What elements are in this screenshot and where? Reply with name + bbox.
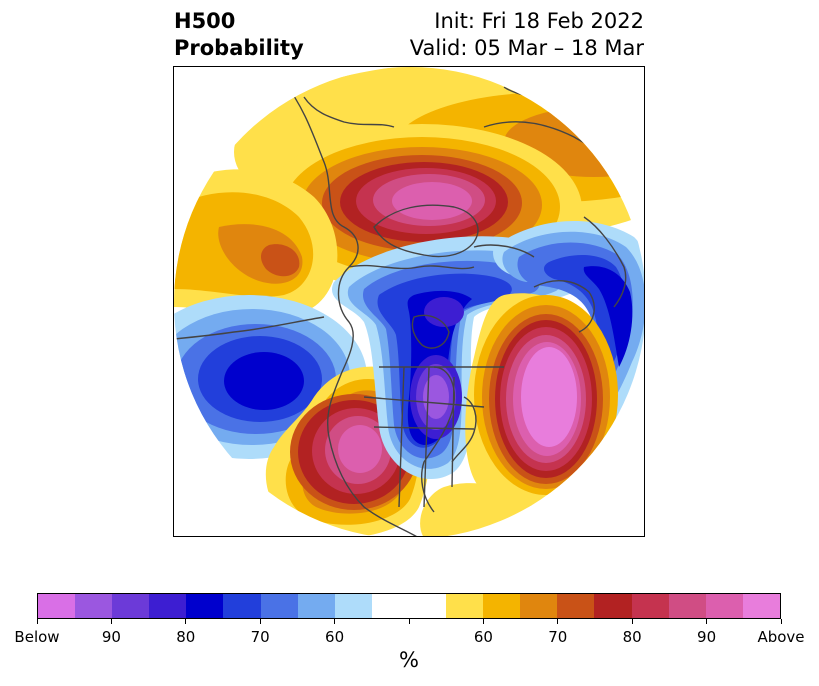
map-title: H500 Probability <box>174 8 304 62</box>
colorbar-segment <box>186 594 224 618</box>
colorbar-tick-label: Above <box>757 628 805 646</box>
colorbar-tick-label: 70 <box>548 628 568 646</box>
colorbar-tick <box>36 619 38 624</box>
colorbar-segment <box>520 594 558 618</box>
colorbar-segment <box>371 594 409 618</box>
probability-map <box>173 66 645 537</box>
colorbar-tick <box>185 619 187 624</box>
anomaly-above-alaska-arc <box>174 169 338 317</box>
colorbar-tick <box>334 619 336 624</box>
colorbar-tick-label: 60 <box>473 628 493 646</box>
init-date: Init: Fri 18 Feb 2022 <box>434 9 644 33</box>
colorbar-segment <box>446 594 484 618</box>
coastlines-and-borders <box>174 81 635 536</box>
valid-period: Init: Fri 18 Feb 2022 Valid: 05 Mar – 18… <box>410 8 644 62</box>
colorbar-segment <box>334 594 372 618</box>
colorbar-segment <box>705 594 743 618</box>
valid-range: Valid: 05 Mar – 18 Mar <box>409 36 644 60</box>
colorbar-segment <box>112 594 150 618</box>
colorbar-segment <box>223 594 261 618</box>
colorbar-segment <box>149 594 187 618</box>
colorbar-tick <box>557 619 559 624</box>
colorbar-segment <box>631 594 669 618</box>
map-svg <box>174 67 644 536</box>
colorbar-tick <box>110 619 112 624</box>
colorbar-segment <box>260 594 298 618</box>
probability-colorbar <box>37 593 781 619</box>
colorbar-tick-label: 90 <box>697 628 717 646</box>
anomaly-above-north-atlantic <box>465 293 618 508</box>
colorbar-tick <box>631 619 633 624</box>
colorbar-tick-label: 70 <box>250 628 270 646</box>
colorbar-segment <box>75 594 113 618</box>
colorbar-tick <box>259 619 261 624</box>
colorbar-tick-label: 60 <box>325 628 345 646</box>
colorbar-segment <box>594 594 632 618</box>
colorbar-tick <box>482 619 484 624</box>
colorbar-segment <box>668 594 706 618</box>
colorbar-segment <box>297 594 335 618</box>
colorbar-segment <box>483 594 521 618</box>
colorbar-unit: % <box>399 648 419 672</box>
colorbar-tick-label: Below <box>14 628 60 646</box>
title-line-1: H500 <box>174 9 236 33</box>
colorbar-segment <box>408 594 447 618</box>
colorbar-tick-label: 80 <box>176 628 196 646</box>
colorbar-segment <box>557 594 595 618</box>
colorbar-tick <box>706 619 708 624</box>
colorbar-tick <box>408 619 410 624</box>
colorbar-segment <box>38 594 76 618</box>
colorbar-tick-label: 90 <box>101 628 121 646</box>
title-line-2: Probability <box>174 36 304 60</box>
colorbar-segment <box>742 594 780 618</box>
colorbar-tick <box>780 619 782 624</box>
colorbar-tick-label: 80 <box>622 628 642 646</box>
